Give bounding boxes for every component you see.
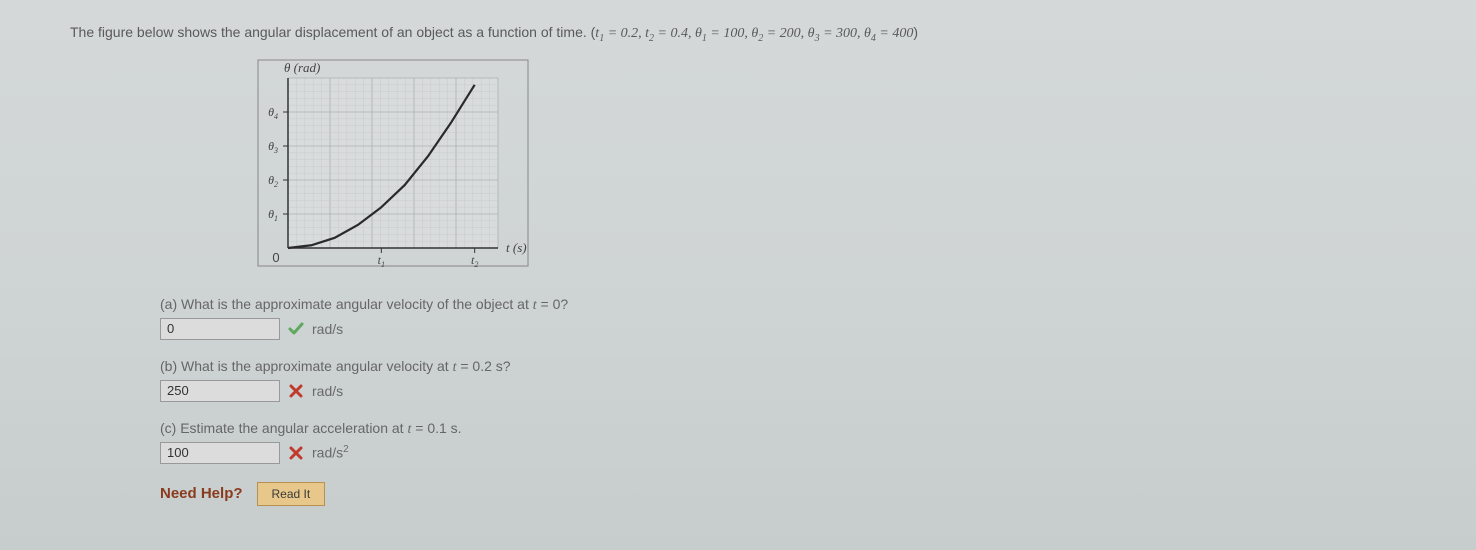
problem-prefix: The figure below shows the angular displ… xyxy=(70,24,595,40)
problem-statement: The figure below shows the angular displ… xyxy=(70,24,1406,44)
question-a-text: (a) What is the approximate angular velo… xyxy=(160,296,1406,314)
question-b-text: (b) What is the approximate angular velo… xyxy=(160,358,1406,376)
svg-text:t (s): t (s) xyxy=(506,240,527,255)
problem-suffix: ) xyxy=(913,24,918,40)
svg-text:θ4: θ4 xyxy=(268,105,278,121)
unit-b: rad/s xyxy=(312,383,343,399)
question-c-text: (c) Estimate the angular acceleration at… xyxy=(160,420,1406,438)
svg-text:t1: t1 xyxy=(378,253,385,269)
question-a: (a) What is the approximate angular velo… xyxy=(160,296,1406,340)
svg-text:0: 0 xyxy=(272,250,279,265)
answer-a-input[interactable] xyxy=(160,318,280,340)
svg-text:θ1: θ1 xyxy=(268,207,278,223)
need-help-row: Need Help? Read It xyxy=(160,482,1406,506)
chart-region: θ4 θ3 θ2 θ1 t1 t2 0 θ (rad) t (s) xyxy=(240,58,1406,278)
unit-a: rad/s xyxy=(312,321,343,337)
svg-text:t2: t2 xyxy=(471,253,478,269)
need-help-label: Need Help? xyxy=(160,485,243,502)
x-icon xyxy=(288,445,304,461)
question-b: (b) What is the approximate angular velo… xyxy=(160,358,1406,402)
svg-text:θ (rad): θ (rad) xyxy=(284,60,320,75)
answer-c-input[interactable] xyxy=(160,442,280,464)
angular-displacement-chart: θ4 θ3 θ2 θ1 t1 t2 0 θ (rad) t (s) xyxy=(240,58,550,278)
problem-params: t1 = 0.2, t2 = 0.4, θ1 = 100, θ2 = 200, … xyxy=(595,26,913,41)
svg-text:θ2: θ2 xyxy=(268,173,278,189)
question-c: (c) Estimate the angular acceleration at… xyxy=(160,420,1406,464)
answer-b-input[interactable] xyxy=(160,380,280,402)
svg-text:θ3: θ3 xyxy=(268,139,278,155)
unit-c: rad/s2 xyxy=(312,444,349,461)
x-icon xyxy=(288,383,304,399)
check-icon xyxy=(288,321,304,337)
read-it-button[interactable]: Read It xyxy=(257,482,326,506)
